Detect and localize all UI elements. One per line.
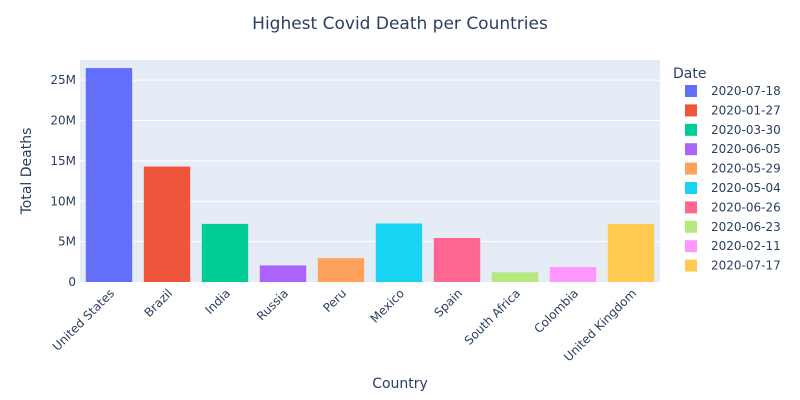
legend-swatch	[685, 162, 697, 175]
x-tick-label: South Africa	[462, 286, 523, 347]
legend-item[interactable]: 2020-03-30	[685, 123, 781, 137]
bar[interactable]	[201, 223, 249, 282]
legend-item[interactable]: 2020-06-23	[685, 220, 781, 234]
legend-label: 2020-02-11	[711, 239, 781, 253]
legend-item[interactable]: 2020-05-29	[685, 162, 781, 176]
legend-swatch	[685, 259, 697, 272]
legend-label: 2020-07-17	[711, 259, 781, 273]
x-tick-label: Colombia	[531, 286, 581, 336]
legend-swatch	[685, 220, 697, 233]
y-tick-label: 20M	[50, 114, 76, 128]
legend-swatch	[685, 143, 697, 156]
bar[interactable]	[259, 265, 307, 282]
x-tick-label: Spain	[432, 286, 466, 320]
bar[interactable]	[375, 223, 423, 282]
legend-label: 2020-06-05	[711, 142, 781, 156]
legend-label: 2020-01-27	[711, 103, 781, 117]
bar[interactable]	[607, 223, 655, 282]
chart-title: Highest Covid Death per Countries	[252, 14, 548, 34]
legend-label: 2020-05-04	[711, 181, 781, 195]
legend-swatch	[685, 201, 697, 214]
legend-item[interactable]: 2020-05-04	[685, 181, 781, 195]
legend-swatch	[685, 182, 697, 194]
y-tick-label: 15M	[50, 154, 76, 168]
x-axis-title: Country	[372, 376, 428, 392]
legend-swatch	[685, 85, 697, 97]
x-tick-label: United States	[50, 286, 117, 353]
x-tick-label: Peru	[320, 286, 349, 315]
legend[interactable]: Date 2020-07-182020-01-272020-03-302020-…	[673, 66, 781, 273]
y-tick-label: 10M	[50, 194, 76, 208]
legend-item[interactable]: 2020-01-27	[685, 103, 781, 117]
legend-swatch	[685, 123, 697, 136]
legend-label: 2020-07-18	[711, 84, 781, 98]
y-tick-label: 5M	[58, 235, 76, 249]
x-tick-label: Mexico	[368, 286, 408, 326]
bars	[85, 68, 655, 282]
y-tick-label: 25M	[50, 73, 76, 87]
legend-item[interactable]: 2020-07-18	[685, 84, 781, 98]
y-axis-title: Total Deaths	[19, 128, 35, 216]
x-tick-label: Russia	[254, 286, 291, 323]
legend-item[interactable]: 2020-07-17	[685, 259, 781, 273]
legend-label: 2020-03-30	[711, 123, 781, 137]
bar[interactable]	[549, 267, 597, 282]
legend-item[interactable]: 2020-06-26	[685, 200, 781, 214]
legend-swatch	[685, 240, 697, 253]
legend-swatch	[685, 104, 697, 117]
legend-item[interactable]: 2020-02-11	[685, 239, 781, 253]
x-tick-label: India	[202, 286, 233, 317]
y-tick-label: 0	[68, 275, 76, 289]
y-axis-ticks: 0 5M 10M 15M 20M 25M	[50, 73, 76, 289]
x-axis-ticks: United States Brazil India Russia Peru Mexico…	[50, 286, 639, 364]
legend-label: 2020-06-23	[711, 220, 781, 234]
legend-title: Date	[673, 66, 706, 82]
legend-items[interactable]: 2020-07-18 2020-01-27 2020-03-30 2020-06-05…	[685, 84, 781, 273]
legend-label: 2020-06-26	[711, 200, 781, 214]
bar[interactable]	[85, 68, 133, 282]
bar[interactable]	[317, 258, 365, 282]
x-tick-label: Brazil	[142, 286, 176, 320]
bar[interactable]	[491, 272, 539, 282]
bar[interactable]	[143, 166, 191, 282]
legend-label: 2020-05-29	[711, 162, 781, 176]
bar[interactable]	[433, 238, 481, 282]
legend-item[interactable]: 2020-06-05	[685, 142, 781, 156]
